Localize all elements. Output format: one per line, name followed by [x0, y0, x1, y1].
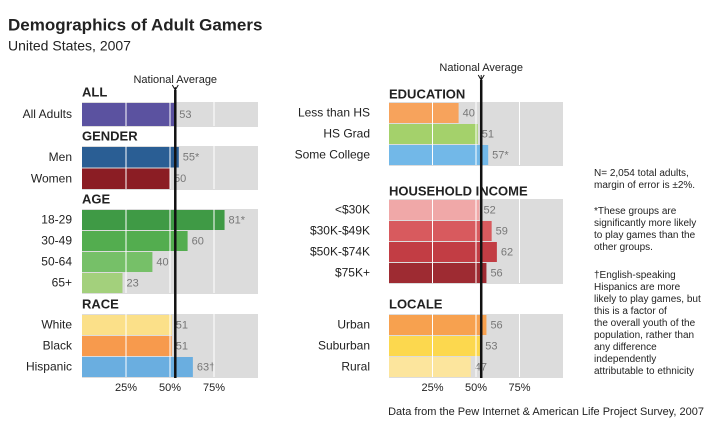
group-header: RACE	[82, 296, 119, 311]
group-header: HOUSEHOLD INCOME	[389, 183, 528, 198]
value-label: 51	[482, 128, 494, 140]
note-line: *These groups are	[594, 206, 677, 217]
reference-label: National Average	[133, 74, 217, 86]
note: *These groups are significantly more like…	[594, 206, 712, 254]
value-label: 52	[483, 204, 495, 216]
value-label: 50	[174, 173, 186, 185]
category-label: Hispanic	[26, 360, 72, 374]
x-tick-label: 75%	[203, 382, 225, 394]
bar	[82, 357, 193, 377]
group-header: AGE	[82, 191, 111, 206]
note-line: this is a factor of	[594, 306, 667, 317]
note-line: margin of error is ±2%.	[594, 180, 696, 191]
note-line: †English-speaking	[594, 270, 676, 281]
value-label: 40	[463, 107, 475, 119]
bar	[389, 315, 487, 335]
group-header: ALL	[82, 84, 107, 99]
x-tick-label: 25%	[115, 382, 137, 394]
value-label: 40	[156, 256, 168, 268]
note-line: other groups.	[594, 242, 653, 253]
note-line: any difference	[594, 342, 657, 353]
bar	[389, 124, 478, 144]
bar	[82, 252, 153, 272]
reference-arrow	[477, 74, 485, 81]
x-tick-label: 75%	[508, 382, 530, 394]
category-label: 30-49	[41, 234, 72, 248]
category-label: Suburban	[318, 339, 370, 353]
bar	[389, 200, 480, 220]
category-label: $30K-$49K	[310, 224, 370, 238]
category-label: HS Grad	[323, 127, 370, 141]
category-label: All Adults	[23, 107, 72, 121]
bar	[389, 242, 497, 262]
category-label: Some College	[295, 148, 371, 162]
note-line: Hispanics are more	[594, 282, 681, 293]
value-label: 53	[485, 340, 497, 352]
note-line: independently	[594, 354, 657, 365]
category-label: White	[41, 318, 72, 332]
reference-label: National Average	[439, 62, 523, 74]
note-line: significantly more likely	[594, 218, 697, 229]
category-label: Rural	[341, 360, 370, 374]
note-line: population, rather than	[594, 330, 695, 341]
group-header: GENDER	[82, 128, 138, 143]
bar	[82, 210, 225, 230]
note-line: the overall youth of the	[594, 318, 696, 329]
category-label: Black	[43, 339, 73, 353]
note: N= 2,054 total adults, margin of error is…	[594, 168, 712, 192]
value-label: 51	[176, 319, 188, 331]
x-tick-label: 25%	[421, 382, 443, 394]
category-label: Men	[49, 150, 72, 164]
category-label: 65+	[52, 276, 72, 290]
note-line: likely to play games, but	[594, 294, 701, 305]
source: Data from the Pew Internet & American Li…	[388, 406, 704, 418]
note-line: attributable to ethnicity	[594, 366, 695, 377]
value-label: 81*	[229, 214, 246, 226]
bar	[389, 103, 459, 123]
bar	[389, 221, 492, 241]
value-label: 56	[490, 319, 502, 331]
note-line: to play games than the	[594, 230, 696, 241]
note: †English-speaking Hispanics are more likel…	[594, 270, 712, 378]
bar	[389, 336, 482, 356]
group-header: LOCALE	[389, 296, 443, 311]
category-label: $75K+	[335, 266, 370, 280]
chart-subtitle: United States, 2007	[8, 38, 131, 54]
x-tick-label: 50%	[159, 382, 181, 394]
value-label: 62	[501, 246, 513, 258]
category-label: Women	[31, 171, 72, 185]
bar	[82, 315, 172, 335]
category-label: <$30K	[335, 203, 370, 217]
value-label: 53	[179, 109, 191, 121]
group-header: EDUCATION	[389, 86, 465, 101]
note-line: N= 2,054 total adults,	[594, 168, 689, 179]
x-tick-label: 50%	[465, 382, 487, 394]
value-label: 56	[490, 267, 502, 279]
bar	[82, 103, 176, 126]
value-label: 23	[126, 277, 138, 289]
value-label: 59	[496, 225, 508, 237]
category-label: Less than HS	[298, 106, 370, 120]
category-label: 18-29	[41, 213, 72, 227]
bar	[82, 273, 123, 293]
bar	[82, 231, 188, 251]
category-label: Urban	[337, 318, 370, 332]
value-label: 51	[176, 340, 188, 352]
chart-title: Demographics of Adult Gamers	[8, 15, 262, 34]
bar	[82, 336, 172, 356]
bar	[389, 357, 471, 377]
bar	[389, 263, 487, 283]
value-label: 63†	[197, 361, 215, 373]
category-label: $50K-$74K	[310, 245, 370, 259]
value-label: 60	[192, 235, 204, 247]
reference-arrow	[171, 84, 179, 91]
value-label: 55*	[183, 152, 200, 164]
value-label: 57*	[492, 149, 509, 161]
bar	[389, 145, 489, 165]
category-label: 50-64	[41, 255, 72, 269]
bar	[82, 147, 179, 168]
